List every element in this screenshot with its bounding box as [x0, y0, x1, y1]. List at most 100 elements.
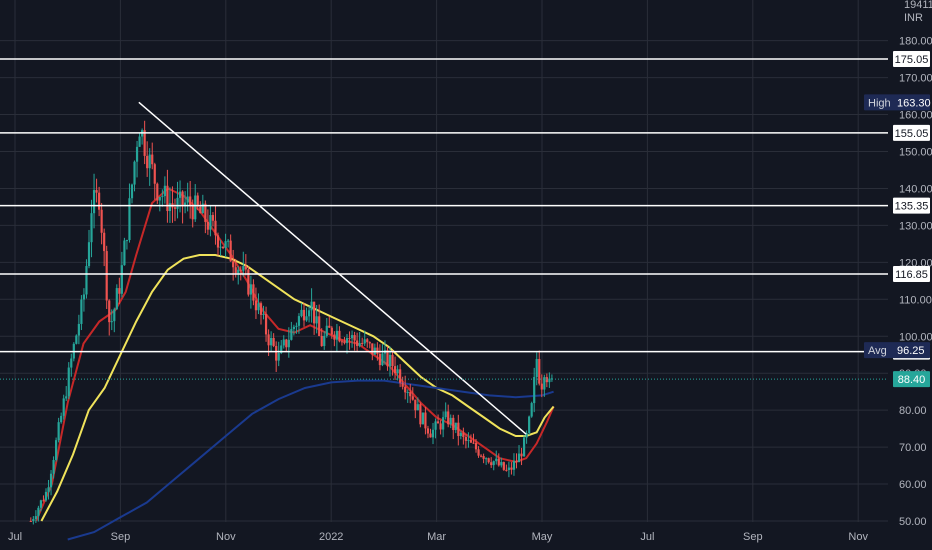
- marker-value: 96.25: [897, 345, 925, 357]
- candle-body: [467, 439, 470, 441]
- level-tag-label: 155.05: [895, 128, 929, 140]
- moving-averages: [35, 187, 555, 541]
- candle-body: [454, 422, 457, 431]
- candle-body: [232, 261, 235, 268]
- price-tick-label: 170.00: [899, 73, 932, 85]
- moving-average-line: [67, 379, 554, 541]
- candle-body: [249, 284, 252, 295]
- price-axis-top-label: 194110: [904, 0, 932, 11]
- level-tag-label: 116.85: [895, 269, 928, 281]
- candle-body: [528, 416, 531, 434]
- candle-body: [138, 136, 141, 147]
- candle-body: [234, 267, 237, 274]
- candle-body: [227, 240, 230, 242]
- candle-body: [224, 241, 227, 249]
- candle-body: [459, 432, 462, 437]
- time-axis[interactable]: Jul Sep Nov 2022 Mar May Jul Sep Nov: [8, 531, 869, 543]
- candle-body: [300, 309, 303, 317]
- level-tag: [893, 265, 930, 282]
- candle-body: [391, 354, 394, 367]
- candle-body: [42, 500, 45, 502]
- candle-body: [335, 330, 338, 340]
- candle-body: [328, 325, 331, 328]
- candle-body: [37, 507, 40, 517]
- candle-body: [464, 436, 468, 441]
- candle-body: [252, 284, 255, 301]
- candle-body: [297, 316, 301, 326]
- candle-body: [244, 266, 247, 270]
- candle-body: [399, 369, 402, 383]
- candle-body: [419, 404, 422, 425]
- candle-body: [216, 235, 220, 248]
- candle-body: [522, 437, 526, 457]
- candle-body: [548, 378, 551, 383]
- candle-body: [98, 192, 101, 210]
- candle-body: [57, 422, 60, 441]
- price-tick-label: 180.00: [899, 36, 932, 48]
- price-tick-label: 60.00: [899, 479, 927, 491]
- candle-body: [368, 342, 371, 344]
- candle-body: [535, 358, 538, 378]
- marker-tag: [864, 94, 930, 111]
- candle-body: [280, 345, 283, 354]
- candle-body: [67, 367, 70, 397]
- price-tick-label: 160.00: [899, 110, 932, 122]
- time-tick-label: Mar: [427, 531, 446, 543]
- candle-body: [429, 433, 432, 438]
- time-tick-label: Sep: [743, 531, 763, 543]
- candle-body: [305, 316, 308, 321]
- candle-body: [39, 500, 43, 508]
- candle-body: [363, 339, 366, 344]
- last-price-tag: [893, 371, 930, 388]
- candle-body: [201, 203, 204, 214]
- candle-body: [515, 460, 518, 463]
- candle-body: [110, 321, 113, 323]
- candle-body: [173, 207, 177, 209]
- candle-body: [130, 184, 134, 199]
- candle-body: [469, 439, 473, 443]
- candle-body: [75, 335, 78, 344]
- marker-value: 163.30: [897, 97, 931, 109]
- time-tick-label: Jul: [640, 531, 654, 543]
- candle-body: [409, 392, 412, 397]
- candle-body: [62, 398, 65, 416]
- candle-body: [115, 288, 118, 310]
- candle-body: [151, 154, 154, 165]
- candle-body: [505, 469, 508, 471]
- candle-body: [510, 467, 513, 470]
- candle-body: [148, 154, 151, 169]
- candle-body: [257, 303, 260, 311]
- candle-body: [254, 300, 258, 311]
- horizontal-levels[interactable]: [0, 58, 888, 353]
- candle-body: [497, 458, 500, 466]
- trendline[interactable]: [138, 101, 527, 435]
- candle-body: [259, 303, 263, 315]
- candle-body: [371, 343, 374, 355]
- candle-body: [538, 358, 541, 384]
- candle-body: [320, 335, 323, 347]
- candle-body: [313, 301, 316, 324]
- candle-body: [434, 421, 437, 430]
- last-price-label: 88.40: [898, 374, 926, 386]
- marker-name: Avg: [868, 345, 887, 357]
- candle-body: [47, 487, 50, 492]
- candle-body: [133, 161, 136, 185]
- candle-body: [517, 453, 521, 463]
- candle-body: [285, 339, 288, 348]
- candle-body: [156, 183, 159, 201]
- candle-body: [209, 215, 212, 230]
- price-tick-label: 130.00: [899, 220, 932, 232]
- candle-body: [277, 353, 280, 361]
- candle-body: [487, 458, 490, 463]
- level-tag-label: 135.35: [895, 201, 929, 213]
- candle-body: [204, 203, 207, 222]
- candle-body: [386, 350, 389, 367]
- level-tag: [893, 197, 930, 214]
- candle-body: [206, 221, 209, 230]
- price-tick-label: 50.00: [899, 516, 927, 528]
- candle-body: [404, 386, 407, 393]
- price-tick-label: 150.00: [899, 147, 932, 159]
- candle-body: [191, 205, 194, 220]
- candle-body: [520, 453, 523, 457]
